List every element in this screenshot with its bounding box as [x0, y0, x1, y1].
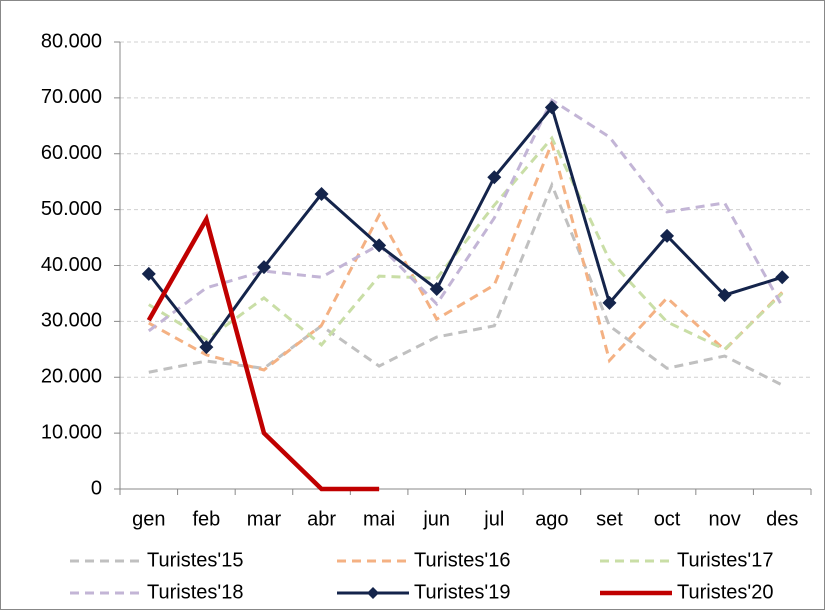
x-tick-label: feb: [192, 508, 220, 530]
marker: [372, 238, 387, 253]
series-line: [147, 104, 783, 350]
x-tick-label: set: [596, 508, 623, 530]
x-tick-label: mai: [363, 508, 395, 530]
marker: [429, 281, 444, 296]
x-tick-label: jul: [483, 508, 504, 530]
marker: [717, 288, 732, 303]
x-tick-label: oct: [654, 508, 681, 530]
legend-label: Turistes'18: [147, 581, 243, 603]
y-tick-label: 80.000: [41, 30, 102, 52]
x-tick-label: gen: [132, 508, 165, 530]
marker: [544, 100, 559, 115]
x-tick-label: des: [766, 508, 798, 530]
y-tick-label: 70.000: [41, 86, 102, 108]
series-line: [148, 135, 784, 352]
y-tick-label: 40.000: [41, 254, 102, 276]
y-tick-label: 50.000: [41, 198, 102, 220]
legend-label: Turistes'20: [677, 581, 773, 603]
y-tick-label: 0: [91, 477, 102, 499]
marker: [602, 295, 617, 310]
marker: [775, 270, 790, 285]
x-tick-label: abr: [307, 508, 336, 530]
x-tick-label: mar: [247, 508, 282, 530]
legend-label: Turistes'16: [414, 549, 510, 571]
series-line: [146, 213, 380, 492]
x-tick-label: nov: [709, 508, 741, 530]
legend-label: Turistes'15: [147, 549, 243, 571]
marker: [256, 260, 271, 275]
series-line: [148, 181, 783, 387]
y-tick-label: 30.000: [41, 310, 102, 332]
marker: [314, 186, 329, 201]
series-line: [147, 97, 784, 333]
legend-marker: [367, 587, 379, 599]
x-tick-label: jun: [422, 508, 450, 530]
y-tick-label: 20.000: [41, 366, 102, 388]
marker: [199, 340, 214, 355]
marker: [487, 170, 502, 185]
marker: [141, 266, 156, 281]
legend-label: Turistes'19: [414, 581, 510, 603]
y-tick-label: 60.000: [41, 142, 102, 164]
legend-label: Turistes'17: [677, 549, 773, 571]
x-tick-label: ago: [535, 508, 568, 530]
y-tick-label: 10.000: [41, 421, 102, 443]
marker: [660, 228, 675, 243]
